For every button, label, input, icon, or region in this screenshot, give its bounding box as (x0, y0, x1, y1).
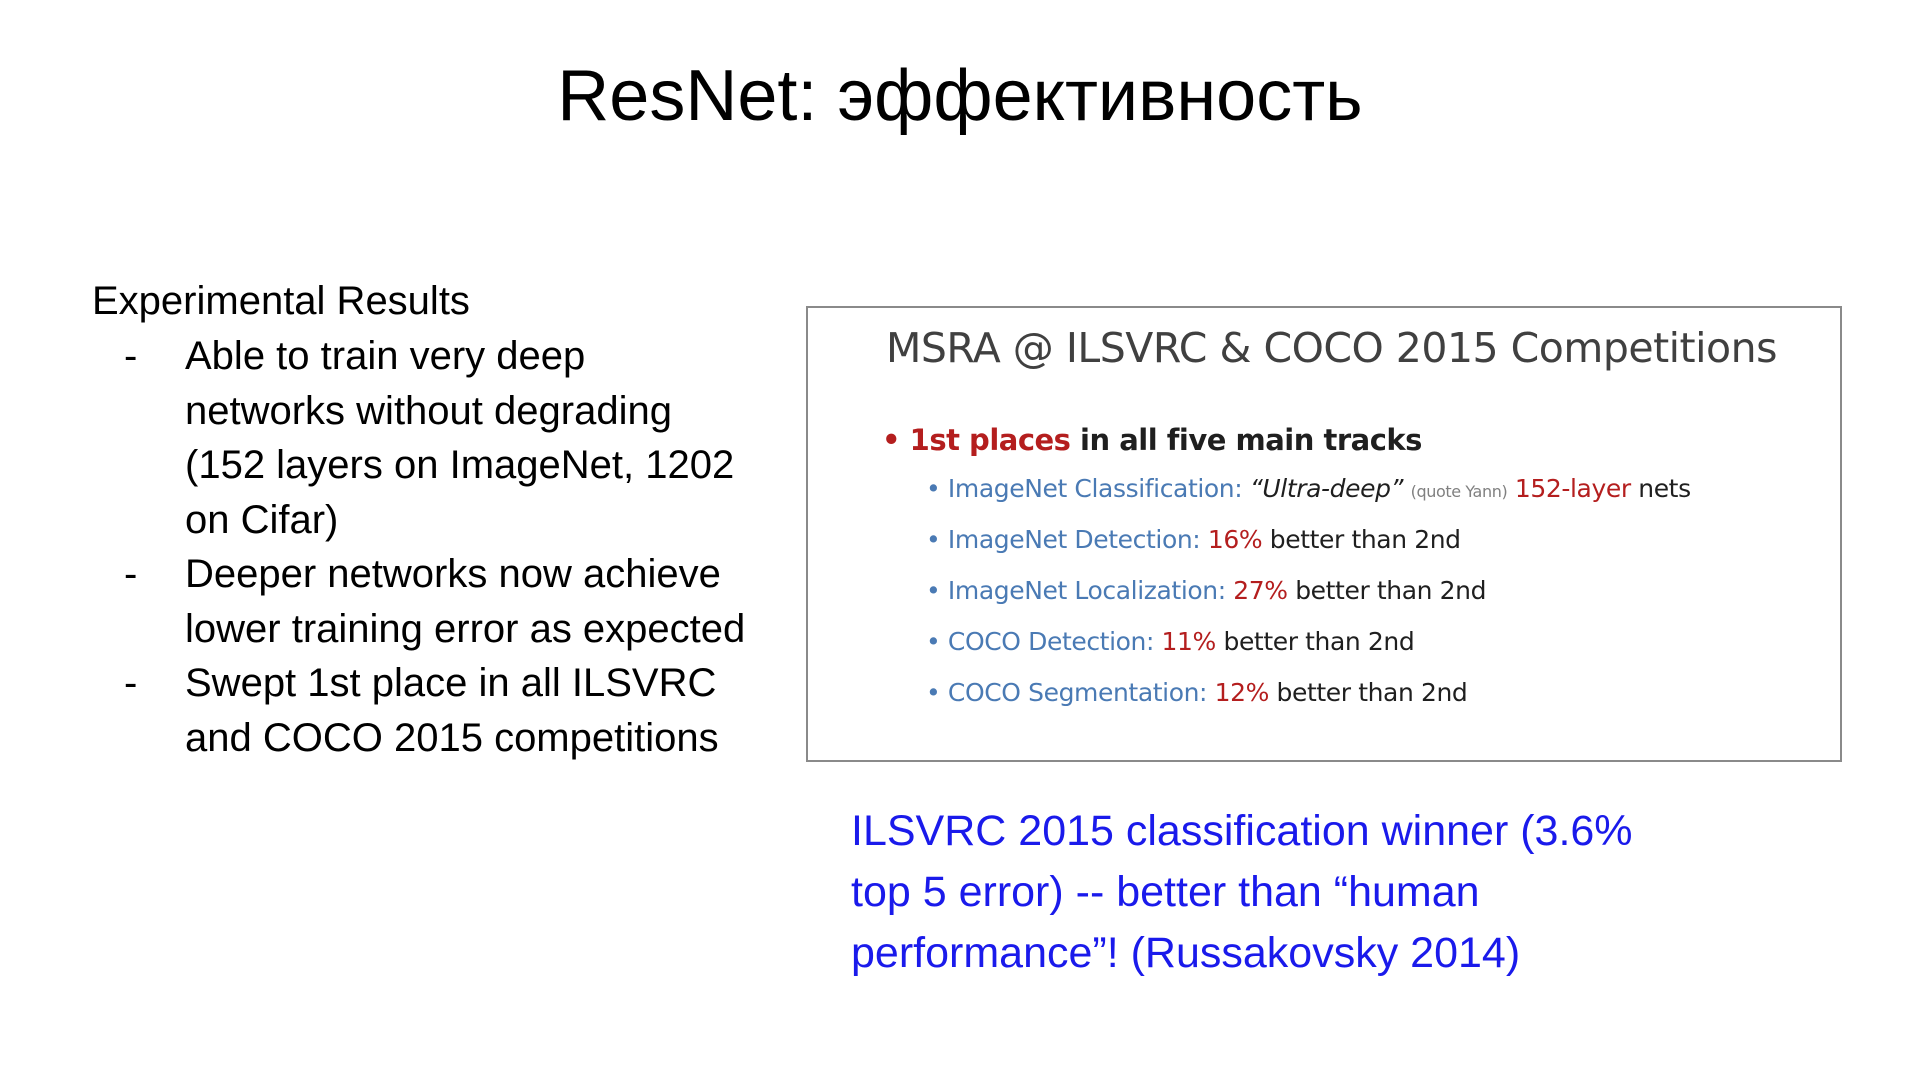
results-item-line: on Cifar) (185, 497, 339, 542)
track-suffix: nets (1638, 474, 1691, 503)
dash-marker: - (124, 661, 138, 705)
track-suffix: better than 2nd (1295, 576, 1487, 605)
competition-tracks: • ImageNet Classification: “Ultra-deep” … (926, 474, 1691, 729)
main-highlight: 1st places (909, 423, 1071, 457)
track-item: • ImageNet Detection: 16% better than 2n… (926, 525, 1691, 576)
results-item-line: Deeper networks now achieve (185, 552, 721, 596)
results-heading: Experimental Results (92, 279, 470, 323)
results-item: - Able to train very deep networks witho… (92, 329, 792, 547)
bullet-icon: • (926, 627, 941, 656)
competition-title: MSRA @ ILSVRC & COCO 2015 Competitions (886, 324, 1777, 372)
winner-note-line: top 5 error) -- better than “human (851, 868, 1480, 916)
winner-note-line: ILSVRC 2015 classification winner (3.6% (851, 807, 1633, 855)
track-item: • ImageNet Localization: 27% better than… (926, 576, 1691, 627)
results-item-line: and COCO 2015 competitions (185, 715, 719, 760)
experimental-results: Experimental Results - Able to train ver… (92, 275, 792, 765)
track-item: • COCO Detection: 11% better than 2nd (926, 627, 1691, 678)
slide-title: ResNet: эффективность (557, 56, 1363, 136)
results-item: - Swept 1st place in all ILSVRC and COCO… (92, 656, 792, 765)
competition-main-bullet: • 1st places in all five main tracks (882, 420, 1422, 460)
results-item-line: networks without degrading (185, 388, 672, 433)
results-item-line: Able to train very deep (185, 334, 586, 378)
track-name: ImageNet Classification: (947, 474, 1243, 503)
track-item: • ImageNet Classification: “Ultra-deep” … (926, 474, 1691, 525)
track-suffix: better than 2nd (1269, 525, 1461, 554)
bullet-icon: • (926, 576, 941, 605)
bullet-icon: • (926, 474, 941, 503)
main-rest: in all five main tracks (1070, 423, 1422, 457)
track-quote: “Ultra-deep” (1249, 474, 1404, 503)
track-value: 12% (1214, 678, 1270, 707)
track-note: (quote Yann) (1410, 482, 1508, 501)
results-list: - Able to train very deep networks witho… (92, 329, 792, 765)
results-item-line: Swept 1st place in all ILSVRC (185, 661, 717, 705)
track-item: • COCO Segmentation: 12% better than 2nd (926, 678, 1691, 729)
track-name: COCO Detection: (947, 627, 1154, 656)
track-value: 27% (1233, 576, 1288, 605)
track-name: ImageNet Localization: (947, 576, 1226, 605)
results-item: - Deeper networks now achieve lower trai… (92, 547, 792, 656)
track-suffix: better than 2nd (1223, 627, 1415, 656)
bullet-icon: • (926, 525, 941, 554)
results-item-line: (152 layers on ImageNet, 1202 (185, 443, 735, 487)
track-suffix: better than 2nd (1276, 678, 1468, 707)
track-value: 16% (1207, 525, 1263, 554)
bullet-icon: • (926, 678, 941, 707)
track-value: 152-layer (1514, 474, 1631, 503)
dash-marker: - (124, 552, 138, 596)
track-value: 11% (1161, 627, 1217, 656)
winner-note-line: performance”! (Russakovsky 2014) (851, 929, 1521, 977)
results-item-line: lower training error as expected (185, 606, 746, 651)
track-name: COCO Segmentation: (947, 678, 1208, 707)
winner-note: ILSVRC 2015 classification winner (3.6% … (851, 801, 1811, 984)
competition-image: MSRA @ ILSVRC & COCO 2015 Competitions •… (806, 306, 1842, 762)
dash-marker: - (124, 334, 138, 378)
bullet-icon: • (882, 423, 901, 457)
track-name: ImageNet Detection: (947, 525, 1201, 554)
